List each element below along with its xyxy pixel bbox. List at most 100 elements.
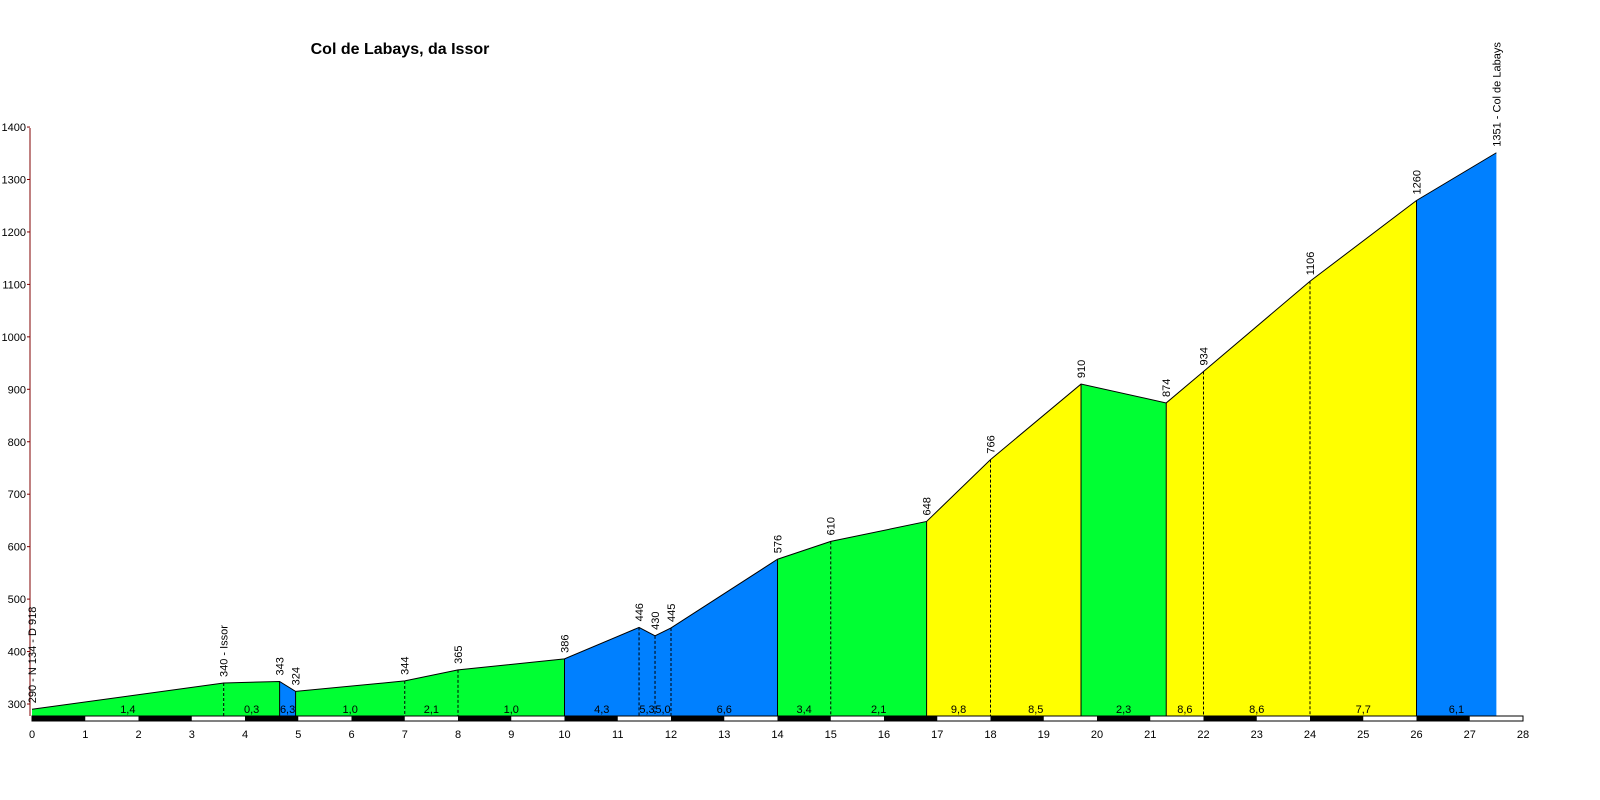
grade-label-3: 1,0 — [343, 704, 358, 716]
chart-title: Col de Labays, da Issor — [311, 41, 490, 58]
x-tick-label-23: 23 — [1251, 729, 1263, 741]
altitude-label-10: 576 — [773, 535, 785, 553]
altitude-label-0: 290 - N 134 - D 918 — [27, 607, 39, 704]
segment-area-16 — [1203, 281, 1310, 716]
segment-area-6 — [564, 627, 640, 716]
segment-area-14 — [1081, 384, 1167, 716]
scale-bar-block-22 — [1203, 716, 1257, 721]
x-tick-label-26: 26 — [1410, 729, 1422, 741]
x-tick-label-15: 15 — [825, 729, 837, 741]
y-tick-label-1300: 1300 — [2, 175, 26, 187]
scale-bar-block-16 — [884, 716, 938, 721]
km-scale-bar — [31, 715, 1524, 722]
x-tick-label-1: 1 — [82, 729, 88, 741]
altitude-label-13: 766 — [986, 435, 998, 453]
grade-label-1: 0,3 — [244, 704, 259, 716]
segment-area-12 — [926, 459, 991, 716]
altitude-label-12: 648 — [922, 497, 934, 515]
altitude-label-1: 340 - Issor — [219, 625, 231, 677]
x-tick-label-13: 13 — [718, 729, 730, 741]
profile-line — [31, 152, 1497, 710]
x-tick-label-17: 17 — [931, 729, 943, 741]
grade-label-16: 8,6 — [1249, 704, 1264, 716]
segment-area-3 — [295, 680, 405, 716]
x-tick-label-4: 4 — [242, 729, 248, 741]
gradient-labels: 1,4 0,3 6,3 1,0 2,1 1,0 4,3 5,3 5,0 6,6 3,4 2,1 9,8 8… — [120, 704, 1464, 716]
grade-label-11: 2,1 — [871, 704, 886, 716]
segment-area-8 — [655, 627, 671, 716]
x-tick-label-21: 21 — [1144, 729, 1156, 741]
segment-area-2 — [279, 681, 296, 716]
scale-bar-block-10 — [564, 716, 618, 721]
x-tick-label-12: 12 — [665, 729, 677, 741]
grade-label-0: 1,4 — [120, 704, 135, 716]
scale-bar-block-2 — [138, 716, 192, 721]
x-tick-label-8: 8 — [455, 729, 461, 741]
profile-segments — [32, 152, 1497, 717]
y-tick-label-500: 500 — [8, 594, 26, 606]
scale-bar-block-26 — [1416, 716, 1470, 721]
grade-label-18: 6,1 — [1449, 704, 1464, 716]
x-tick-label-6: 6 — [348, 729, 354, 741]
scale-bar-block-18 — [990, 716, 1044, 721]
altitude-label-2: 343 — [275, 657, 287, 675]
x-tick-label-27: 27 — [1464, 729, 1476, 741]
x-tick-label-24: 24 — [1304, 729, 1316, 741]
altitude-label-14: 910 — [1076, 360, 1088, 378]
grade-label-8: 5,0 — [655, 704, 670, 716]
segment-area-13 — [990, 384, 1082, 716]
y-tick-label-900: 900 — [8, 384, 26, 396]
x-tick-label-28: 28 — [1517, 729, 1529, 741]
grade-label-17: 7,7 — [1356, 704, 1371, 716]
x-tick-label-11: 11 — [612, 729, 623, 741]
segment-area-4 — [404, 669, 458, 716]
grade-label-5: 1,0 — [504, 704, 519, 716]
grade-label-10: 3,4 — [796, 704, 811, 716]
segment-area-17 — [1310, 200, 1417, 717]
x-tick-label-14: 14 — [771, 729, 783, 741]
x-tick-label-16: 16 — [878, 729, 890, 741]
altitude-label-7: 446 — [634, 603, 646, 621]
x-axis-ticks: 0 1 2 3 4 5 6 7 8 9 10 11 12 13 14 15 16 17 18 19 20 21 22 23 24… — [29, 729, 1529, 741]
altitude-label-3: 324 — [291, 667, 303, 685]
x-tick-label-9: 9 — [508, 729, 514, 741]
scale-bar-block-0 — [32, 716, 86, 721]
y-tick-label-800: 800 — [8, 437, 26, 449]
scale-bar-block-6 — [351, 716, 405, 721]
scale-bar-block-14 — [777, 716, 831, 721]
altitude-label-9: 445 — [666, 604, 678, 622]
segment-dividers — [223, 200, 1417, 716]
x-tick-label-20: 20 — [1091, 729, 1103, 741]
grade-label-14: 2,3 — [1116, 704, 1131, 716]
y-tick-label-1100: 1100 — [2, 279, 26, 291]
scale-bar-block-8 — [458, 716, 512, 721]
segment-area-18 — [1416, 152, 1497, 717]
y-tick-label-400: 400 — [8, 647, 26, 659]
grade-label-6: 4,3 — [594, 704, 609, 716]
altitude-label-19: 1351 - Col de Labays — [1491, 42, 1503, 147]
altitude-label-18: 1260 — [1412, 170, 1424, 194]
x-tick-label-25: 25 — [1357, 729, 1369, 741]
altitude-label-5: 365 — [453, 646, 465, 664]
altitude-label-6: 386 — [560, 635, 572, 653]
altitude-label-16: 934 — [1199, 347, 1211, 365]
segment-area-11 — [830, 521, 927, 716]
grade-label-15: 8,6 — [1177, 704, 1192, 716]
grade-label-4: 2,1 — [424, 704, 439, 716]
segment-area-9 — [671, 559, 778, 716]
grade-label-2: 6,3 — [280, 704, 295, 716]
segment-area-10 — [777, 541, 831, 716]
x-tick-label-5: 5 — [295, 729, 301, 741]
altitude-label-15: 874 — [1161, 379, 1173, 397]
x-tick-label-7: 7 — [402, 729, 408, 741]
grade-label-12: 9,8 — [951, 704, 966, 716]
x-tick-label-10: 10 — [558, 729, 570, 741]
segment-area-0 — [32, 683, 224, 716]
altitude-label-4: 344 — [400, 657, 412, 675]
scale-bar-block-24 — [1310, 716, 1364, 721]
segment-area-5 — [458, 658, 565, 716]
scale-bar-block-4 — [245, 716, 299, 721]
scale-bar-block-12 — [671, 716, 725, 721]
